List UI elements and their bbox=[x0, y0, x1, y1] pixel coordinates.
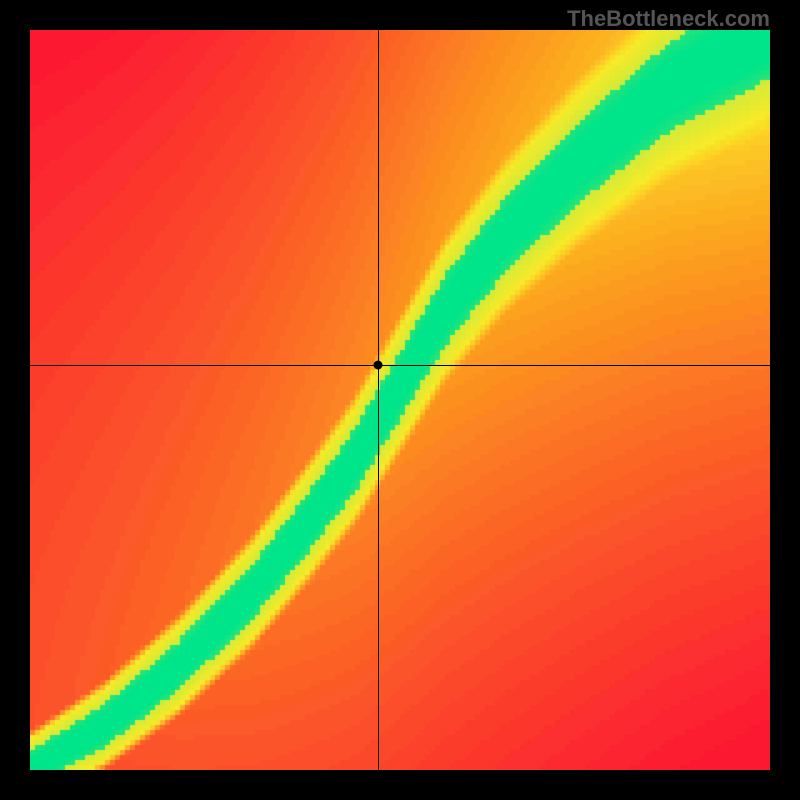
watermark-text: TheBottleneck.com bbox=[567, 6, 770, 32]
crosshair-horizontal bbox=[30, 365, 770, 366]
crosshair-dot bbox=[373, 361, 382, 370]
heatmap-canvas bbox=[30, 30, 770, 770]
crosshair-vertical bbox=[378, 30, 379, 770]
heatmap-plot bbox=[30, 30, 770, 770]
